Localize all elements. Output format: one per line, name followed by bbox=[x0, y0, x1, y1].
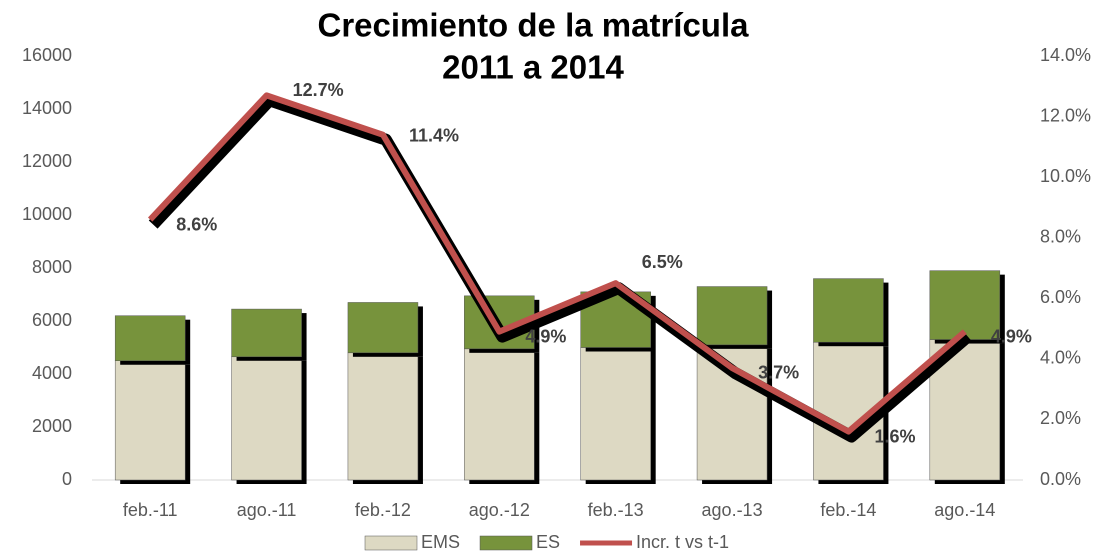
legend-swatch bbox=[479, 535, 533, 551]
data-label: 1.6% bbox=[874, 426, 915, 446]
y-tick-label: 8000 bbox=[32, 257, 72, 277]
x-tick-label: ago.-12 bbox=[469, 500, 530, 520]
x-tick-label: feb.-12 bbox=[355, 500, 411, 520]
y2-tick-label: 6.0% bbox=[1040, 287, 1081, 307]
y-tick-label: 12000 bbox=[22, 151, 72, 171]
y2-tick-label: 4.0% bbox=[1040, 348, 1081, 368]
legend-label: EMS bbox=[421, 532, 460, 552]
y-tick-label: 10000 bbox=[22, 204, 72, 224]
legend-label: Incr. t vs t-1 bbox=[636, 532, 729, 552]
data-label: 6.5% bbox=[642, 252, 683, 272]
x-tick-label: feb.-13 bbox=[588, 500, 644, 520]
bar bbox=[580, 347, 651, 481]
data-label: 12.7% bbox=[293, 80, 344, 100]
data-label: 8.6% bbox=[176, 214, 217, 234]
y-tick-label: 16000 bbox=[22, 45, 72, 65]
bar bbox=[231, 308, 302, 358]
y-tick-label: 6000 bbox=[32, 310, 72, 330]
x-tick-label: feb.-11 bbox=[123, 500, 178, 520]
y-tick-label: 14000 bbox=[22, 98, 72, 118]
y-tick-label: 0 bbox=[62, 469, 72, 489]
data-label: 4.9% bbox=[991, 326, 1032, 346]
x-tick-label: ago.-13 bbox=[702, 500, 763, 520]
line bbox=[147, 92, 967, 435]
legend-swatch bbox=[364, 535, 418, 551]
y2-tick-label: 14.0% bbox=[1040, 45, 1091, 65]
chart-title: 2011 a 2014 bbox=[442, 49, 624, 86]
y-tick-label: 4000 bbox=[32, 363, 72, 383]
bar bbox=[813, 278, 884, 343]
bar bbox=[347, 302, 419, 354]
y-tick-label: 2000 bbox=[32, 416, 72, 436]
bar bbox=[114, 360, 186, 481]
y2-tick-label: 0.0% bbox=[1040, 469, 1081, 489]
bar bbox=[929, 270, 1001, 340]
data-label: 11.4% bbox=[409, 125, 459, 145]
y2-tick-label: 10.0% bbox=[1040, 166, 1091, 186]
bar bbox=[464, 348, 535, 481]
y2-tick-label: 12.0% bbox=[1040, 105, 1091, 125]
x-tick-label: ago.-14 bbox=[934, 500, 995, 520]
y2-tick-label: 8.0% bbox=[1040, 226, 1081, 246]
data-label: 4.9% bbox=[525, 326, 566, 346]
bar bbox=[347, 352, 419, 481]
bar bbox=[696, 286, 768, 346]
bar bbox=[231, 356, 302, 481]
data-label: 3.7% bbox=[758, 363, 799, 383]
bar bbox=[114, 315, 186, 362]
x-tick-label: ago.-11 bbox=[237, 500, 297, 520]
chart-title: Crecimiento de la matrícula bbox=[318, 7, 750, 44]
legend-label: ES bbox=[536, 532, 560, 552]
y2-tick-label: 2.0% bbox=[1040, 408, 1081, 428]
x-tick-label: feb.-14 bbox=[820, 500, 876, 520]
